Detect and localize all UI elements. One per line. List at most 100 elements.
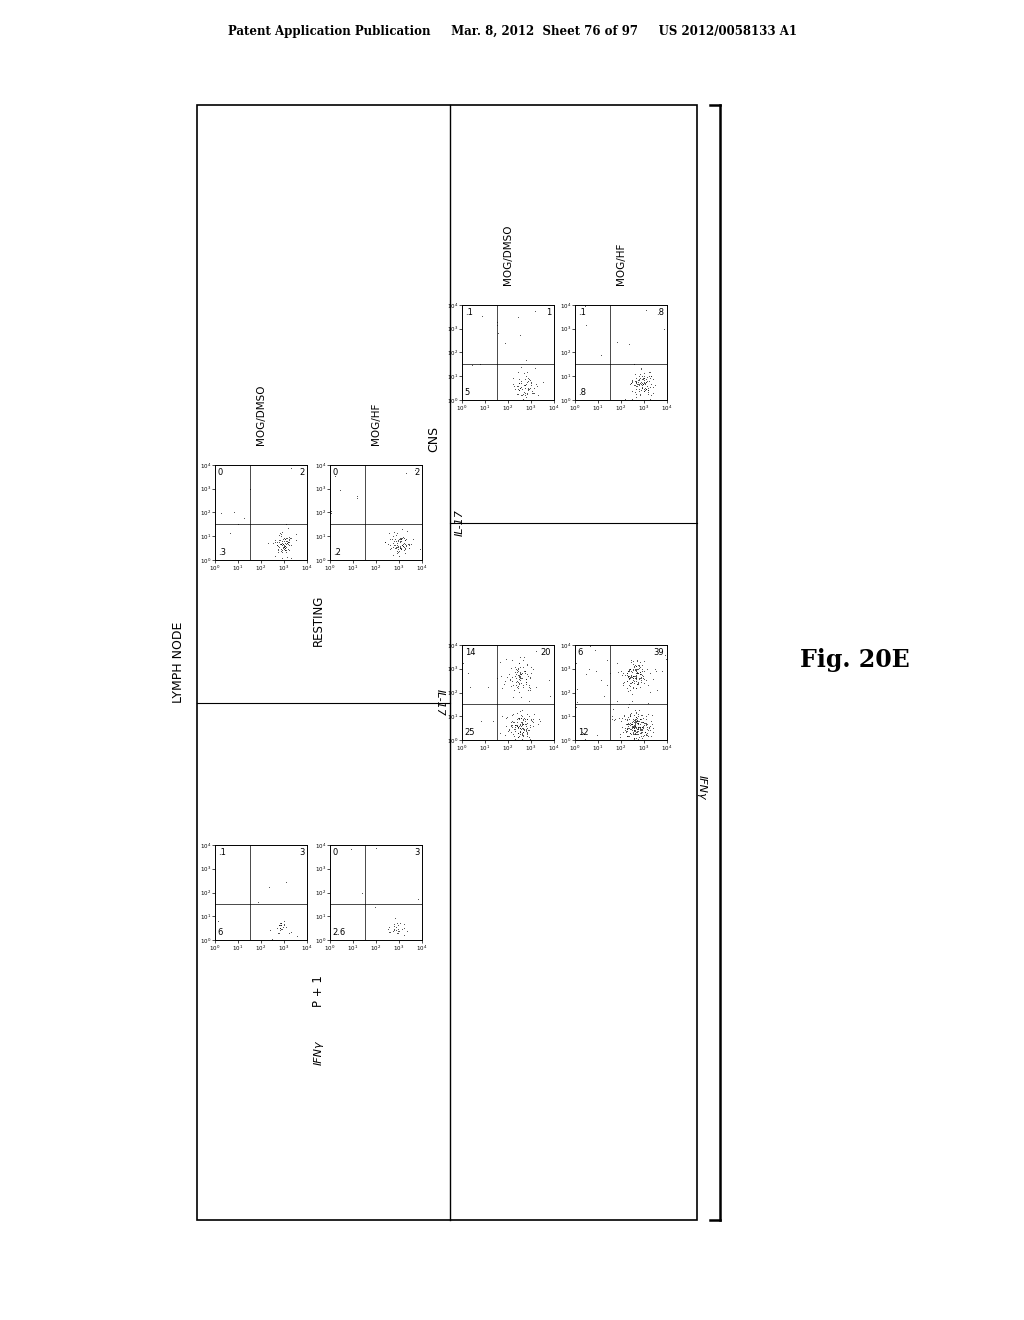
Point bbox=[630, 371, 646, 392]
Point bbox=[522, 729, 539, 750]
Point bbox=[271, 917, 288, 939]
Point bbox=[514, 663, 530, 684]
Point bbox=[527, 642, 544, 663]
Point bbox=[513, 715, 529, 737]
Point bbox=[281, 532, 297, 553]
Point bbox=[395, 536, 412, 557]
Point bbox=[272, 915, 289, 936]
Point bbox=[267, 532, 284, 553]
Point bbox=[516, 383, 532, 404]
Point bbox=[636, 379, 652, 400]
Point bbox=[521, 690, 538, 711]
Point bbox=[622, 722, 638, 743]
Point bbox=[638, 725, 654, 746]
Point bbox=[631, 710, 647, 731]
Point bbox=[273, 533, 290, 554]
Point bbox=[627, 715, 643, 737]
Point bbox=[529, 375, 546, 396]
Point bbox=[634, 376, 650, 397]
Point bbox=[278, 531, 294, 552]
Point bbox=[392, 539, 409, 560]
Point bbox=[627, 371, 643, 392]
Point bbox=[638, 371, 654, 392]
Point bbox=[401, 535, 418, 556]
Point bbox=[624, 371, 640, 392]
Point bbox=[506, 718, 522, 739]
Point bbox=[630, 675, 646, 696]
Point bbox=[390, 529, 407, 550]
Point bbox=[637, 374, 653, 395]
Point bbox=[509, 661, 525, 682]
Point bbox=[511, 372, 527, 393]
Point bbox=[623, 718, 639, 739]
Point bbox=[622, 711, 638, 733]
Point bbox=[634, 378, 650, 399]
Point bbox=[523, 710, 540, 731]
Point bbox=[392, 528, 409, 549]
Point bbox=[642, 711, 658, 733]
Point bbox=[620, 660, 636, 681]
Point bbox=[272, 912, 289, 933]
Point bbox=[512, 663, 528, 684]
Text: IL-17: IL-17 bbox=[435, 689, 445, 715]
Point bbox=[630, 708, 646, 729]
Point bbox=[574, 722, 591, 743]
Point bbox=[382, 921, 398, 942]
Point bbox=[509, 715, 525, 737]
Point bbox=[276, 535, 293, 556]
Point bbox=[276, 537, 293, 558]
Point bbox=[630, 655, 646, 676]
Point bbox=[272, 915, 289, 936]
Point bbox=[276, 528, 293, 549]
Point bbox=[517, 368, 534, 389]
Point bbox=[502, 668, 518, 689]
Text: IL-17: IL-17 bbox=[455, 510, 465, 536]
Point bbox=[618, 671, 635, 692]
Point bbox=[274, 541, 291, 562]
Point bbox=[396, 543, 413, 564]
Point bbox=[511, 672, 527, 693]
Point bbox=[618, 663, 635, 684]
Point bbox=[389, 535, 406, 556]
Point bbox=[398, 462, 415, 483]
Point bbox=[506, 680, 522, 701]
Point bbox=[626, 669, 642, 690]
Point bbox=[513, 708, 529, 729]
Point bbox=[638, 713, 654, 734]
Point bbox=[627, 723, 643, 744]
Point bbox=[509, 711, 525, 733]
Point bbox=[627, 719, 643, 741]
Point bbox=[634, 719, 650, 741]
Point bbox=[626, 718, 642, 739]
Point bbox=[526, 383, 543, 404]
Point bbox=[507, 379, 523, 400]
Point bbox=[504, 714, 520, 735]
Point bbox=[513, 705, 529, 726]
Point bbox=[629, 659, 645, 680]
Point bbox=[627, 713, 643, 734]
Point bbox=[515, 721, 531, 742]
Point bbox=[275, 536, 292, 557]
Text: P + 1: P + 1 bbox=[312, 975, 325, 1007]
Point bbox=[513, 686, 529, 708]
Point bbox=[504, 671, 520, 692]
Point bbox=[510, 726, 526, 747]
Point bbox=[525, 711, 542, 733]
Point bbox=[633, 379, 649, 400]
Point bbox=[626, 659, 642, 680]
Point bbox=[278, 916, 294, 937]
Point bbox=[519, 709, 536, 730]
Point bbox=[627, 381, 643, 403]
Point bbox=[510, 722, 526, 743]
Point bbox=[510, 723, 526, 744]
Point bbox=[635, 374, 651, 395]
Point bbox=[389, 523, 406, 544]
Point bbox=[501, 664, 517, 685]
Point bbox=[518, 726, 535, 747]
Point bbox=[271, 912, 288, 933]
Point bbox=[636, 651, 652, 672]
Point bbox=[283, 921, 299, 942]
Point bbox=[385, 545, 401, 566]
Point bbox=[272, 919, 289, 940]
Point bbox=[631, 656, 647, 677]
